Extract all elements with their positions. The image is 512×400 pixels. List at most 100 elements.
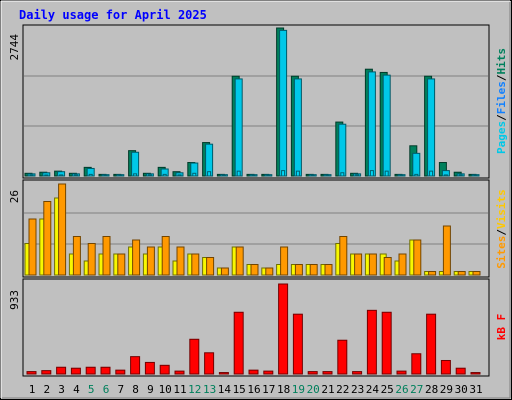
bar-pages-day-19 [295, 170, 300, 177]
bar-kb-f-day-28 [426, 313, 437, 375]
bar-sites-day-20 [309, 264, 318, 276]
bar-pages-day-18 [281, 170, 286, 177]
bar-sites-day-16 [250, 264, 259, 276]
bar-pages-day-1 [29, 174, 34, 177]
bar-pages-day-8 [133, 173, 138, 177]
x-tick-label: 2 [43, 383, 50, 396]
chart-title: Daily usage for April 2025 [19, 8, 207, 22]
x-tick-label: 19 [292, 383, 305, 396]
bar-files-day-22 [338, 123, 347, 177]
bar-pages-day-14 [221, 174, 226, 177]
bar-sites-day-31 [472, 271, 481, 276]
bar-pages-day-2 [44, 174, 49, 177]
bar-sites-day-12 [191, 253, 200, 276]
bar-sites-day-23 [354, 253, 363, 276]
bar-kb-f-day-29 [440, 359, 451, 375]
bar-sites-day-8 [132, 239, 141, 276]
bar-pages-day-6 [103, 174, 108, 177]
x-tick-label: 6 [103, 383, 110, 396]
x-tick-label: 7 [117, 383, 124, 396]
legend-1: Sites/Visits [495, 189, 508, 269]
legend-entry: Hits [495, 48, 508, 75]
bar-sites-day-18 [280, 246, 289, 276]
bar-kb-f-day-5 [85, 366, 96, 375]
bar-sites-day-27 [413, 239, 422, 276]
bar-kb-f-day-24 [366, 309, 377, 375]
bar-pages-day-3 [59, 174, 64, 177]
bar-sites-day-13 [206, 257, 215, 276]
x-tick-label: 22 [336, 383, 349, 396]
legend-entry: Pages [495, 121, 508, 154]
bar-sites-day-22 [339, 236, 348, 276]
x-tick-label: 24 [366, 383, 380, 396]
bar-sites-day-24 [368, 253, 377, 276]
x-tick-label: 21 [321, 383, 334, 396]
bar-pages-day-13 [207, 171, 212, 177]
legend-entry: kB F [495, 314, 508, 341]
bar-kb-f-day-21 [322, 371, 333, 375]
bar-pages-day-22 [340, 172, 345, 177]
bar-pages-day-27 [414, 173, 419, 177]
x-tick-label: 9 [147, 383, 154, 396]
bar-kb-f-day-2 [41, 370, 52, 375]
bar-kb-f-day-6 [100, 366, 111, 375]
x-tick-label: 17 [262, 383, 275, 396]
bar-kb-f-day-15 [233, 311, 244, 375]
bar-pages-day-16 [251, 174, 256, 177]
bar-kb-f-day-11 [174, 370, 185, 375]
x-tick-label: 4 [73, 383, 80, 396]
bar-kb-f-day-4 [70, 367, 81, 375]
bar-kb-f-day-7 [115, 369, 126, 375]
bar-pages-day-31 [473, 174, 478, 177]
bar-pages-day-21 [325, 174, 330, 177]
bar-files-day-8 [131, 151, 140, 177]
bar-files-day-18 [279, 29, 288, 177]
legend-entry: Sites [495, 236, 508, 269]
y-max-label: 933 [8, 290, 21, 310]
bar-kb-f-day-16 [248, 369, 259, 375]
x-tick-label: 15 [233, 383, 246, 396]
bar-sites-day-30 [457, 271, 466, 276]
bar-files-day-19 [293, 78, 302, 177]
bar-kb-f-day-13 [204, 352, 215, 375]
x-tick-label: 31 [469, 383, 482, 396]
bar-sites-day-9 [146, 246, 155, 276]
bar-files-day-27 [412, 152, 421, 177]
bar-sites-day-26 [398, 253, 407, 276]
bar-pages-day-5 [88, 173, 93, 177]
x-tick-label: 20 [307, 383, 320, 396]
x-tick-label: 12 [188, 383, 201, 396]
x-tick-label: 25 [381, 383, 394, 396]
legend-entry: Files [495, 81, 508, 114]
bar-pages-day-20 [310, 174, 315, 177]
x-tick-label: 3 [58, 383, 65, 396]
bar-sites-day-11 [176, 246, 185, 276]
bar-sites-day-2 [43, 201, 52, 276]
bar-kb-f-day-31 [470, 372, 481, 375]
bar-pages-day-10 [162, 173, 167, 177]
bar-files-day-25 [382, 74, 391, 177]
bar-pages-day-26 [399, 174, 404, 177]
bar-sites-day-29 [442, 225, 451, 276]
bars [24, 27, 481, 375]
bar-kb-f-day-10 [159, 364, 170, 375]
legend-entry: Visits [495, 189, 508, 229]
legend-2: kB F [495, 314, 508, 341]
x-tick-label: 10 [159, 383, 172, 396]
bar-kb-f-day-9 [144, 361, 155, 375]
x-tick-label: 14 [218, 383, 232, 396]
bar-pages-day-4 [73, 174, 78, 177]
x-tick-label: 27 [410, 383, 423, 396]
x-tick-label: 26 [395, 383, 408, 396]
bar-kb-f-day-8 [130, 356, 141, 375]
bar-pages-day-25 [384, 170, 389, 177]
x-tick-label: 16 [247, 383, 260, 396]
bar-kb-f-day-26 [396, 370, 407, 375]
bar-sites-day-17 [265, 267, 274, 276]
x-tick-label: 23 [351, 383, 364, 396]
x-tick-label: 29 [440, 383, 453, 396]
legend-entry: / [495, 74, 508, 81]
bar-pages-day-23 [355, 174, 360, 177]
bar-sites-day-6 [102, 236, 111, 276]
bar-pages-day-9 [147, 174, 152, 177]
